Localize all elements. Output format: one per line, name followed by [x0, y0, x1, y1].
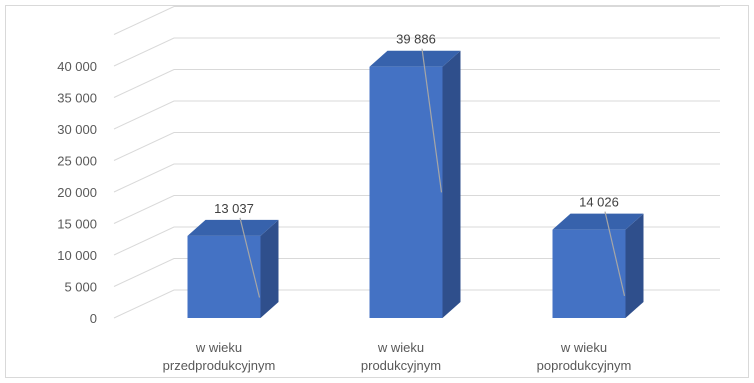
bar-front — [552, 229, 626, 318]
category-label: w wieku — [377, 340, 424, 355]
data-label: 13 037 — [214, 201, 254, 216]
y-tick-label: 0 — [90, 311, 97, 326]
y-tick-label: 10 000 — [57, 248, 97, 263]
y-tick-label: 30 000 — [57, 122, 97, 137]
y-tick-label: 15 000 — [57, 217, 97, 232]
bar-front — [187, 235, 261, 318]
gridline — [113, 100, 720, 130]
gridline — [113, 258, 720, 287]
y-tick-label: 5 000 — [64, 280, 97, 295]
gridline — [113, 6, 720, 35]
leader-line — [421, 48, 443, 193]
gridline — [113, 226, 720, 256]
category-label: w wieku — [195, 340, 242, 355]
gridline — [113, 132, 720, 161]
bar-side — [442, 50, 461, 318]
gridline — [113, 195, 720, 224]
y-axis-tick-labels: 0 5 000 10 000 15 000 20 000 25 000 30 000 35 0… — [57, 59, 97, 326]
gridline — [113, 37, 720, 67]
gridlines — [113, 6, 720, 319]
data-label: 14 026 — [579, 195, 619, 210]
y-tick-label: 25 000 — [57, 154, 97, 169]
bar-top — [187, 219, 279, 236]
category-label: w wieku — [560, 340, 607, 355]
bars — [187, 50, 644, 318]
bar — [552, 213, 644, 318]
bar-side — [625, 213, 644, 318]
category-label: produkcyjnym — [361, 358, 441, 373]
category-label: przedprodukcyjnym — [163, 358, 276, 373]
category-label: poprodukcyjnym — [537, 358, 632, 373]
leader-line — [239, 217, 261, 298]
bar-top — [369, 50, 461, 67]
y-tick-label: 35 000 — [57, 91, 97, 106]
gridline — [113, 289, 720, 319]
bar — [187, 219, 279, 318]
bar-side — [260, 219, 279, 318]
category-labels: w wieku przedprodukcyjnym w wieku produkcyj… — [163, 340, 632, 373]
bar-front — [369, 66, 443, 318]
data-labels: 13 037 39 886 14 026 — [214, 32, 626, 298]
gridline — [113, 163, 720, 193]
data-label: 39 886 — [396, 32, 436, 47]
y-tick-label: 40 000 — [57, 59, 97, 74]
leader-line — [604, 211, 626, 297]
bar — [369, 50, 461, 318]
gridline — [113, 69, 720, 98]
y-tick-label: 20 000 — [57, 185, 97, 200]
bar-top — [552, 213, 644, 230]
